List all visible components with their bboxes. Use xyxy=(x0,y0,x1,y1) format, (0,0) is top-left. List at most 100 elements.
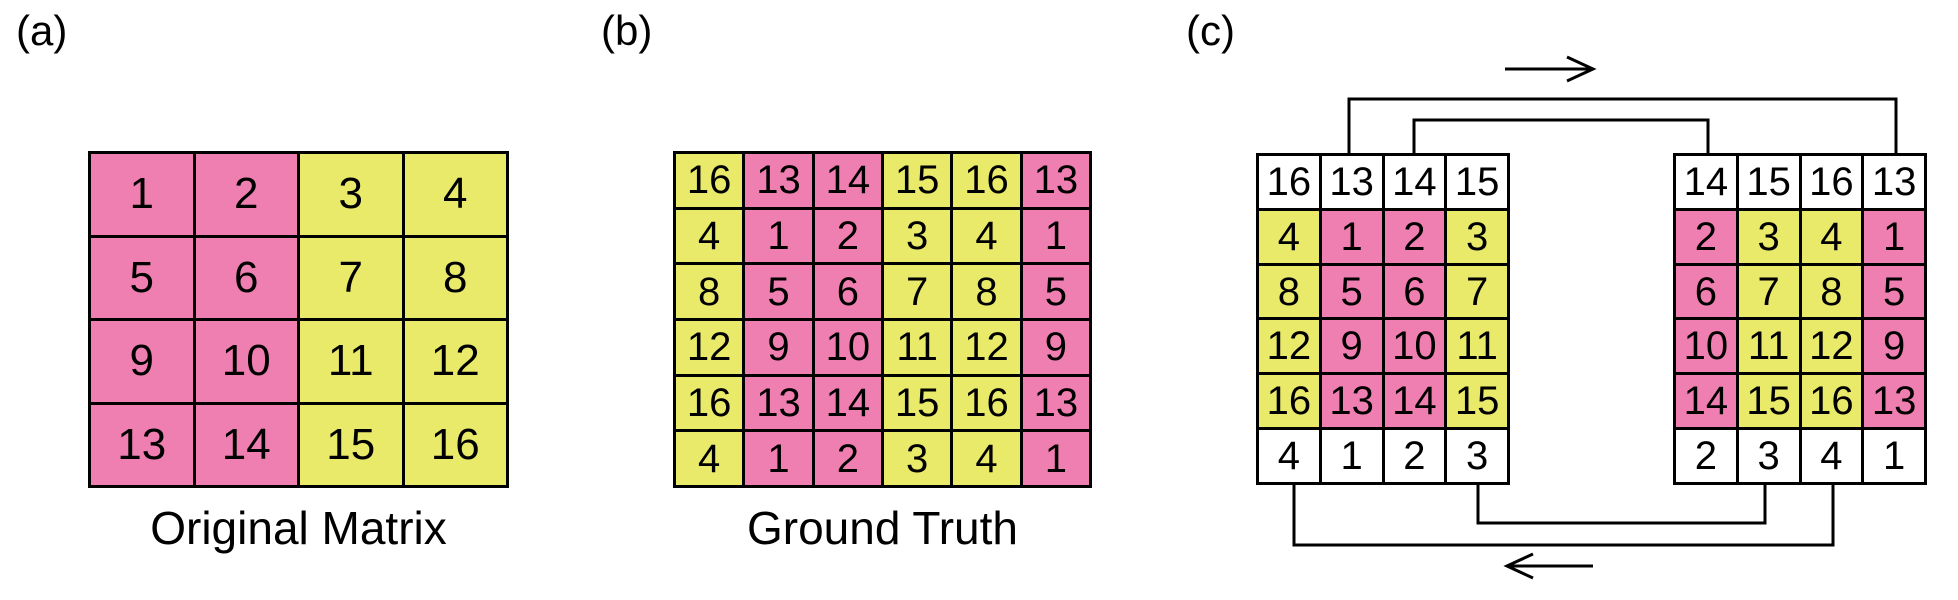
shifted-right-cell: 7 xyxy=(1738,265,1799,318)
ground-truth-cell: 12 xyxy=(676,321,743,374)
shifted-right-cell: 13 xyxy=(1864,375,1924,428)
shifted-left-cell: 7 xyxy=(1447,265,1507,318)
ground-truth-cell: 16 xyxy=(953,154,1020,207)
ground-truth-cell: 2 xyxy=(814,209,881,263)
ground-truth-grid: 16 13 14 15 16 13 4 1 2 3 4 1 8 5 6 7 8 5 12 9 10 11 12 9 16 13 14… xyxy=(673,151,1092,488)
original-matrix-cell: 10 xyxy=(195,321,297,402)
original-matrix-cell: 4 xyxy=(404,154,506,235)
shifted-right-cell: 11 xyxy=(1738,320,1799,373)
ground-truth-cell: 2 xyxy=(814,432,881,485)
shifted-left-cell: 16 xyxy=(1259,375,1319,428)
shifted-left-cell: 9 xyxy=(1321,320,1382,373)
bottom-outer-connector xyxy=(1292,484,1835,547)
shifted-left-cell: 14 xyxy=(1384,156,1445,208)
shifted-right-cell: 1 xyxy=(1864,210,1924,263)
shifted-right-cell: 2 xyxy=(1676,430,1736,482)
shifted-right-cell: 6 xyxy=(1676,265,1736,318)
shifted-right-cell: 10 xyxy=(1676,320,1736,373)
ground-truth-cell: 16 xyxy=(676,376,743,430)
original-matrix-cell: 16 xyxy=(404,404,506,485)
top-outer-connector xyxy=(1347,97,1898,153)
ground-truth-cell: 9 xyxy=(745,321,812,374)
panel-c-label: (c) xyxy=(1186,7,1235,54)
ground-truth-cell: 15 xyxy=(884,154,951,207)
ground-truth-cell: 13 xyxy=(1022,376,1089,430)
shifted-left-cell: 3 xyxy=(1447,210,1507,263)
shifted-right-cell: 4 xyxy=(1801,210,1862,263)
panel-a-label: (a) xyxy=(16,7,68,54)
ground-truth-cell: 4 xyxy=(676,209,743,263)
ground-truth-cell: 8 xyxy=(953,265,1020,318)
top-inner-connector xyxy=(1412,118,1710,153)
shifted-left-cell: 6 xyxy=(1384,265,1445,318)
right-arrow-icon xyxy=(1505,55,1597,83)
original-matrix-cell: 13 xyxy=(91,404,193,485)
shifted-right-cell: 8 xyxy=(1801,265,1862,318)
ground-truth-cell: 12 xyxy=(953,321,1020,374)
shifted-right-cell: 13 xyxy=(1864,156,1924,208)
shifted-left-cell: 8 xyxy=(1259,265,1319,318)
shifted-left-cell: 1 xyxy=(1321,430,1382,482)
shifted-left-cell: 3 xyxy=(1447,430,1507,482)
shifted-left-cell: 4 xyxy=(1259,430,1319,482)
ground-truth-cell: 13 xyxy=(745,154,812,207)
ground-truth-cell: 8 xyxy=(676,265,743,318)
ground-truth-cell: 6 xyxy=(814,265,881,318)
original-matrix-cell: 5 xyxy=(91,237,193,318)
ground-truth-cell: 5 xyxy=(745,265,812,318)
ground-truth-cell: 4 xyxy=(953,432,1020,485)
shifted-right-cell: 3 xyxy=(1738,430,1799,482)
shifted-left-cell: 5 xyxy=(1321,265,1382,318)
shifted-right-cell: 12 xyxy=(1801,320,1862,373)
shifted-right-cell: 9 xyxy=(1864,320,1924,373)
ground-truth-cell: 13 xyxy=(745,376,812,430)
shifted-right-cell: 14 xyxy=(1676,156,1736,208)
original-matrix-cell: 3 xyxy=(300,154,402,235)
shifted-left-cell: 15 xyxy=(1447,375,1507,428)
ground-truth-cell: 3 xyxy=(884,209,951,263)
shifted-left-cell: 12 xyxy=(1259,320,1319,373)
ground-truth-cell: 13 xyxy=(1022,154,1089,207)
ground-truth-cell: 11 xyxy=(884,321,951,374)
shifted-left-cell: 14 xyxy=(1384,375,1445,428)
shifted-left-cell: 1 xyxy=(1321,210,1382,263)
original-matrix-cell: 9 xyxy=(91,321,193,402)
shifted-right-cell: 3 xyxy=(1738,210,1799,263)
panel-b-label: (b) xyxy=(601,7,653,54)
ground-truth-cell: 9 xyxy=(1022,321,1089,374)
shifted-left-cell: 11 xyxy=(1447,320,1507,373)
shifted-right-cell: 16 xyxy=(1801,156,1862,208)
ground-truth-cell: 16 xyxy=(676,154,743,207)
ground-truth-cell: 1 xyxy=(745,209,812,263)
shifted-right-cell: 14 xyxy=(1676,375,1736,428)
shifted-left-cell: 13 xyxy=(1321,375,1382,428)
shifted-right-cell: 4 xyxy=(1801,430,1862,482)
ground-truth-cell: 5 xyxy=(1022,265,1089,318)
shifted-right-cell: 15 xyxy=(1738,156,1799,208)
shifted-right-cell: 2 xyxy=(1676,210,1736,263)
shifted-left-cell: 16 xyxy=(1259,156,1319,208)
original-matrix-cell: 6 xyxy=(195,237,297,318)
ground-truth-cell: 1 xyxy=(1022,209,1089,263)
left-arrow-icon xyxy=(1503,552,1593,580)
shifted-left-cell: 13 xyxy=(1321,156,1382,208)
shifted-right-cell: 16 xyxy=(1801,375,1862,428)
original-matrix-caption: Original Matrix xyxy=(150,502,447,554)
ground-truth-cell: 4 xyxy=(953,209,1020,263)
shifted-left-cell: 4 xyxy=(1259,210,1319,263)
shifted-right-cell: 15 xyxy=(1738,375,1799,428)
ground-truth-cell: 1 xyxy=(745,432,812,485)
shifted-left-cell: 15 xyxy=(1447,156,1507,208)
original-matrix-cell: 8 xyxy=(404,237,506,318)
ground-truth-cell: 7 xyxy=(884,265,951,318)
ground-truth-cell: 16 xyxy=(953,376,1020,430)
ground-truth-cell: 10 xyxy=(814,321,881,374)
ground-truth-cell: 14 xyxy=(814,154,881,207)
bottom-inner-connector xyxy=(1476,484,1767,525)
original-matrix-cell: 12 xyxy=(404,321,506,402)
shifted-matrix-right-grid: 14 15 16 13 2 3 4 1 6 7 8 5 10 11 12 9 14 15 16 13 2 3 4 1 xyxy=(1673,153,1927,485)
shifted-left-cell: 2 xyxy=(1384,430,1445,482)
ground-truth-cell: 3 xyxy=(884,432,951,485)
original-matrix-cell: 2 xyxy=(195,154,297,235)
